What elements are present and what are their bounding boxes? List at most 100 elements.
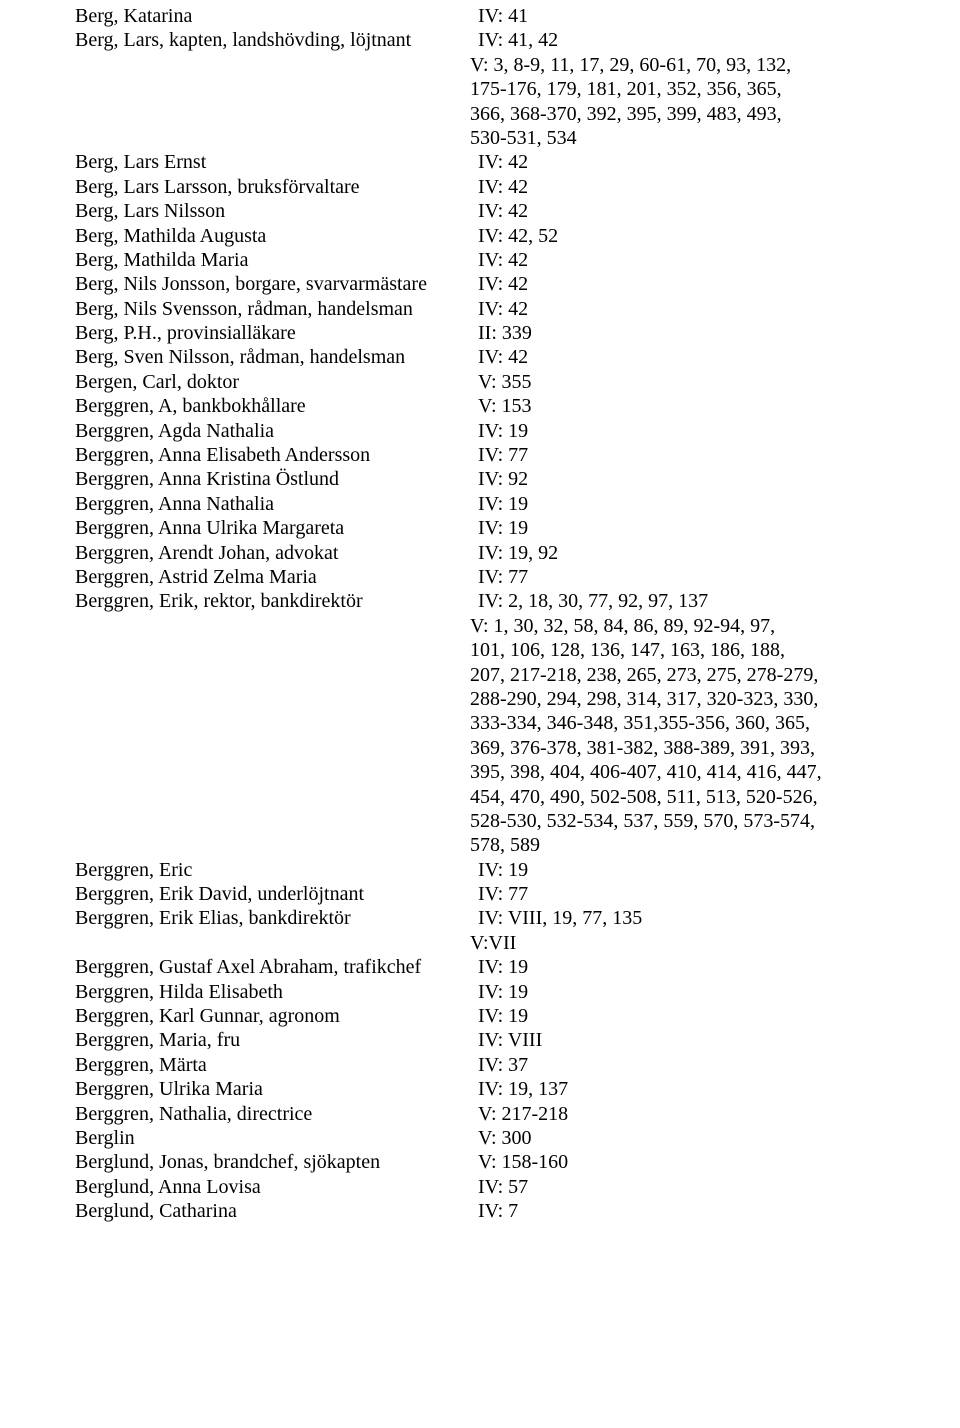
index-entry: Berggren, Nathalia, directriceV: 217-218: [75, 1102, 960, 1126]
index-entry-name: Berggren, Nathalia, directrice: [75, 1102, 478, 1126]
index-ref-continuation: 207, 217-218, 238, 265, 273, 275, 278-27…: [75, 663, 960, 687]
index-entry: Berggren, Ulrika MariaIV: 19, 137: [75, 1077, 960, 1101]
index-ref-continuation: 175-176, 179, 181, 201, 352, 356, 365,: [75, 77, 960, 101]
index-ref-continuation: 333-334, 346-348, 351,355-356, 360, 365,: [75, 711, 960, 735]
index-entry-name: Berggren, Erik David, underlöjtnant: [75, 882, 478, 906]
index-ref-continuation: 530-531, 534: [75, 126, 960, 150]
index-list: Berg, KatarinaIV: 41Berg, Lars, kapten, …: [75, 4, 960, 1224]
index-entry: Berggren, Anna Kristina ÖstlundIV: 92: [75, 467, 960, 491]
index-entry-refs: IV: 42: [478, 150, 960, 174]
index-entry: Berggren, Gustaf Axel Abraham, trafikche…: [75, 955, 960, 979]
index-entry: Berg, Lars ErnstIV: 42: [75, 150, 960, 174]
index-entry: Berg, Mathilda AugustaIV: 42, 52: [75, 224, 960, 248]
index-entry: Berggren, Erik, rektor, bankdirektörIV: …: [75, 589, 960, 613]
index-entry: Berg, Sven Nilsson, rådman, handelsmanIV…: [75, 345, 960, 369]
index-entry-name: Berggren, Erik Elias, bankdirektör: [75, 906, 478, 930]
index-entry-refs: IV: 19, 137: [478, 1077, 960, 1101]
index-entry-name: Berggren, Ulrika Maria: [75, 1077, 478, 1101]
index-entry: Berggren, MärtaIV: 37: [75, 1053, 960, 1077]
index-entry: Berggren, Erik David, underlöjtnantIV: 7…: [75, 882, 960, 906]
index-entry-refs: IV: 42: [478, 175, 960, 199]
index-entry-name: Berggren, Anna Elisabeth Andersson: [75, 443, 478, 467]
index-entry: Berg, Mathilda MariaIV: 42: [75, 248, 960, 272]
index-entry-refs: IV: 19: [478, 492, 960, 516]
index-ref-continuation: V: 3, 8-9, 11, 17, 29, 60-61, 70, 93, 13…: [75, 53, 960, 77]
index-entry: Berg, Lars Larsson, bruksförvaltareIV: 4…: [75, 175, 960, 199]
index-entry-refs: IV: 19: [478, 1004, 960, 1028]
index-entry-name: Berg, Lars, kapten, landshövding, löjtna…: [75, 28, 478, 52]
index-entry-refs: V: 153: [478, 394, 960, 418]
index-entry: Berggren, A, bankbokhållareV: 153: [75, 394, 960, 418]
index-entry-name: Berggren, Anna Kristina Östlund: [75, 467, 478, 491]
index-entry-name: Berglund, Anna Lovisa: [75, 1175, 478, 1199]
index-entry-name: Berggren, Arendt Johan, advokat: [75, 541, 478, 565]
index-entry-name: Berggren, Märta: [75, 1053, 478, 1077]
index-entry-name: Berggren, Eric: [75, 858, 478, 882]
index-entry-name: Berggren, Agda Nathalia: [75, 419, 478, 443]
index-entry: Berglund, Jonas, brandchef, sjökaptenV: …: [75, 1150, 960, 1174]
index-entry: Berggren, Hilda ElisabethIV: 19: [75, 980, 960, 1004]
index-entry-refs: IV: 19: [478, 858, 960, 882]
index-entry: Berggren, Anna Ulrika MargaretaIV: 19: [75, 516, 960, 540]
index-entry-name: Berggren, A, bankbokhållare: [75, 394, 478, 418]
index-entry-name: Berggren, Erik, rektor, bankdirektör: [75, 589, 478, 613]
index-entry-refs: V: 217-218: [478, 1102, 960, 1126]
index-entry: Berggren, Anna NathaliaIV: 19: [75, 492, 960, 516]
index-entry-refs: IV: 77: [478, 443, 960, 467]
index-ref-continuation: V: 1, 30, 32, 58, 84, 86, 89, 92-94, 97,: [75, 614, 960, 638]
index-entry: Berg, Lars NilssonIV: 42: [75, 199, 960, 223]
index-entry-refs: IV: 37: [478, 1053, 960, 1077]
index-entry-refs: IV: 41, 42: [478, 28, 960, 52]
index-entry-refs: IV: 57: [478, 1175, 960, 1199]
index-entry-refs: V: 300: [478, 1126, 960, 1150]
index-entry: Berggren, Maria, fruIV: VIII: [75, 1028, 960, 1052]
index-entry-refs: V: 158-160: [478, 1150, 960, 1174]
index-entry: Berggren, Karl Gunnar, agronomIV: 19: [75, 1004, 960, 1028]
index-ref-continuation: 288-290, 294, 298, 314, 317, 320-323, 33…: [75, 687, 960, 711]
index-entry-name: Berg, Nils Svensson, rådman, handelsman: [75, 297, 478, 321]
index-entry-refs: IV: 19: [478, 419, 960, 443]
index-entry: Berg, Lars, kapten, landshövding, löjtna…: [75, 28, 960, 52]
index-entry-name: Berggren, Maria, fru: [75, 1028, 478, 1052]
index-entry-name: Berg, Mathilda Maria: [75, 248, 478, 272]
index-entry-refs: IV: 2, 18, 30, 77, 92, 97, 137: [478, 589, 960, 613]
index-entry: Berglund, Anna LovisaIV: 57: [75, 1175, 960, 1199]
index-entry-name: Berglin: [75, 1126, 478, 1150]
index-entry: Berg, P.H., provinsialläkareII: 339: [75, 321, 960, 345]
index-ref-continuation: 528-530, 532-534, 537, 559, 570, 573-574…: [75, 809, 960, 833]
index-ref-continuation: 395, 398, 404, 406-407, 410, 414, 416, 4…: [75, 760, 960, 784]
index-entry: Berg, Nils Jonsson, borgare, svarvarmäst…: [75, 272, 960, 296]
index-entry-refs: IV: 19: [478, 516, 960, 540]
index-entry: Berggren, Arendt Johan, advokatIV: 19, 9…: [75, 541, 960, 565]
index-entry-refs: IV: 42: [478, 199, 960, 223]
index-entry: BerglinV: 300: [75, 1126, 960, 1150]
index-entry-name: Berg, Lars Larsson, bruksförvaltare: [75, 175, 478, 199]
index-entry-name: Berggren, Hilda Elisabeth: [75, 980, 478, 1004]
index-entry-refs: IV: 42, 52: [478, 224, 960, 248]
index-ref-continuation: 454, 470, 490, 502-508, 511, 513, 520-52…: [75, 785, 960, 809]
index-ref-continuation: 101, 106, 128, 136, 147, 163, 186, 188,: [75, 638, 960, 662]
index-entry-name: Bergen, Carl, doktor: [75, 370, 478, 394]
index-entry-refs: IV: 19: [478, 980, 960, 1004]
index-entry-refs: IV: 42: [478, 248, 960, 272]
index-entry: Berg, Nils Svensson, rådman, handelsmanI…: [75, 297, 960, 321]
index-entry-refs: IV: 42: [478, 345, 960, 369]
index-entry-refs: IV: 19, 92: [478, 541, 960, 565]
index-entry-name: Berg, Lars Ernst: [75, 150, 478, 174]
index-ref-continuation: V:VII: [75, 931, 960, 955]
index-entry: Berggren, Agda NathaliaIV: 19: [75, 419, 960, 443]
index-entry-name: Berg, Katarina: [75, 4, 478, 28]
index-entry-name: Berg, Mathilda Augusta: [75, 224, 478, 248]
index-entry-refs: IV: 42: [478, 297, 960, 321]
index-entry-refs: IV: 77: [478, 882, 960, 906]
index-entry-refs: V: 355: [478, 370, 960, 394]
index-entry-refs: IV: 19: [478, 955, 960, 979]
index-entry-name: Berg, Nils Jonsson, borgare, svarvarmäst…: [75, 272, 478, 296]
index-entry: Berg, KatarinaIV: 41: [75, 4, 960, 28]
index-entry: Berggren, Anna Elisabeth AnderssonIV: 77: [75, 443, 960, 467]
index-entry-refs: IV: 41: [478, 4, 960, 28]
index-entry: Berggren, Erik Elias, bankdirektörIV: VI…: [75, 906, 960, 930]
index-entry-name: Berggren, Anna Nathalia: [75, 492, 478, 516]
index-entry-name: Berggren, Anna Ulrika Margareta: [75, 516, 478, 540]
index-entry: Berggren, EricIV: 19: [75, 858, 960, 882]
